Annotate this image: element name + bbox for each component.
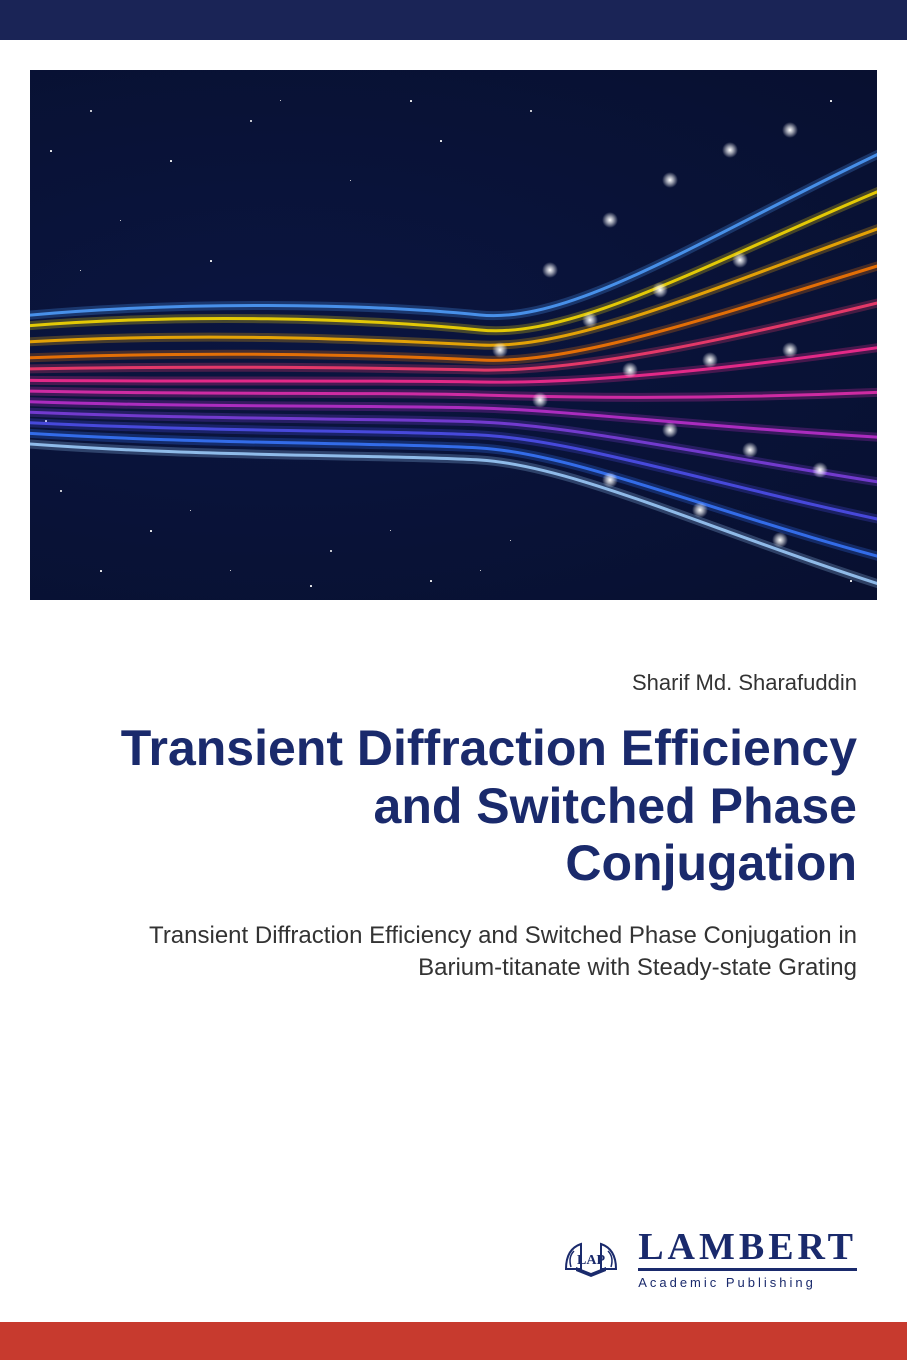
publisher-divider xyxy=(638,1268,857,1271)
cover-hero-image xyxy=(30,70,877,600)
fiber-optic-strands xyxy=(30,70,877,600)
publisher-block: LAP LAMBERT Academic Publishing xyxy=(556,1228,857,1290)
book-title: Transient Diffraction Efficiency and Swi… xyxy=(97,720,857,893)
author-name: Sharif Md. Sharafuddin xyxy=(632,670,857,696)
top-accent-bar xyxy=(0,0,907,40)
publisher-tagline: Academic Publishing xyxy=(638,1275,857,1290)
publisher-name: LAMBERT xyxy=(638,1228,857,1266)
bottom-accent-bar xyxy=(0,1322,907,1360)
publisher-text: LAMBERT Academic Publishing xyxy=(638,1228,857,1290)
svg-text:LAP: LAP xyxy=(577,1253,605,1268)
book-subtitle: Transient Diffraction Efficiency and Swi… xyxy=(137,920,857,985)
publisher-logo-icon: LAP xyxy=(556,1229,626,1289)
